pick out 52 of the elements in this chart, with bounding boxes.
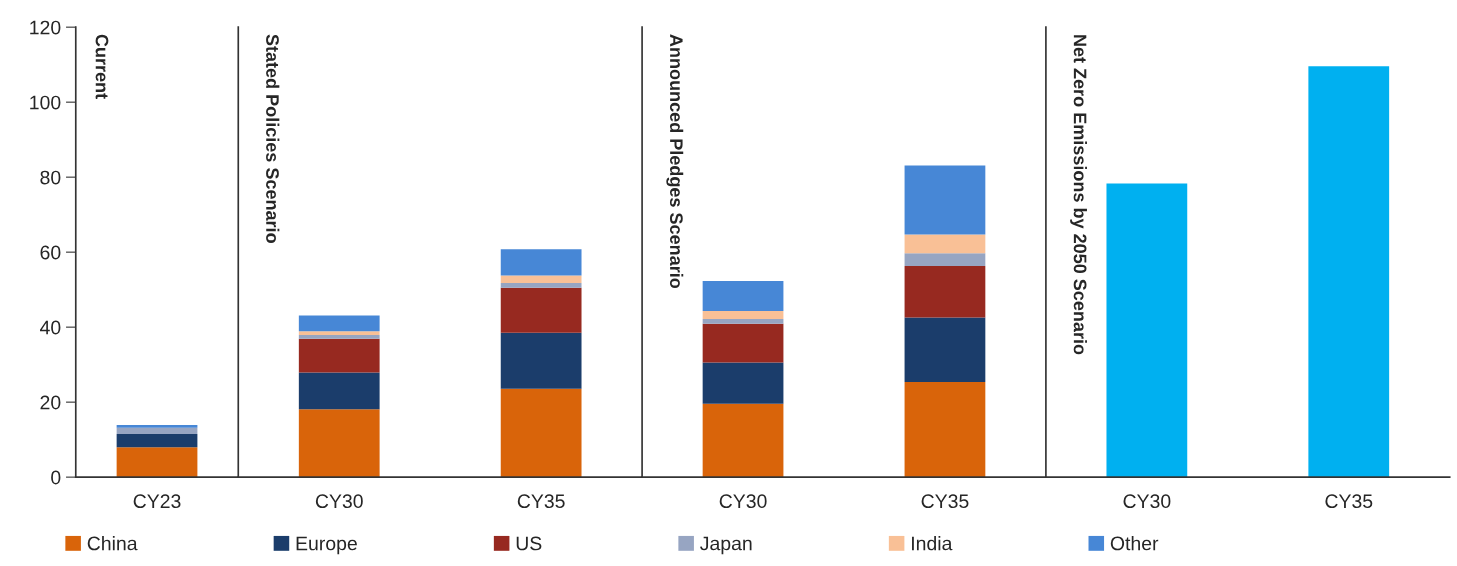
bar [702, 281, 784, 312]
x-tick-label: CY30 [719, 494, 767, 509]
bar [116, 434, 198, 448]
x-tick-label: CY35 [517, 494, 565, 509]
legend-label: Europe [296, 536, 357, 555]
bar [298, 372, 380, 410]
bar [116, 447, 198, 478]
bar [500, 282, 582, 288]
text: Current [95, 34, 109, 99]
y-tick-label: 120 [30, 20, 61, 35]
bar [904, 253, 986, 267]
x-tick-label: CY35 [1325, 494, 1373, 509]
y-tick-label: 40 [40, 320, 61, 335]
legend-label: Other [1110, 536, 1159, 551]
bar [702, 362, 784, 404]
bar [500, 388, 582, 478]
bar [904, 317, 986, 382]
bar [500, 332, 582, 389]
bar [116, 425, 198, 428]
y-tick-label: 0 [51, 470, 61, 485]
legend-label: India [912, 536, 953, 551]
text: Stated Policies Scenario [266, 34, 280, 243]
legend-label: Japan [700, 536, 752, 555]
x-tick-label: CY35 [921, 494, 969, 509]
bar [500, 249, 582, 276]
text: Net Zero Emissions by 2050 Scenario [1070, 35, 1087, 355]
text: Announced Pledges Scenario [666, 34, 684, 289]
bar [500, 275, 582, 283]
y-tick-label: 60 [40, 245, 61, 260]
bar [702, 318, 784, 324]
legend-label: China [87, 536, 138, 551]
x-tick-label: CY30 [1123, 494, 1171, 509]
bar [702, 403, 784, 478]
bar [298, 331, 380, 336]
bar [904, 266, 986, 318]
bar [904, 381, 986, 478]
bar [500, 287, 582, 333]
x-tick-label: CY30 [315, 494, 363, 509]
bar [298, 315, 380, 332]
bar [116, 427, 198, 435]
bar [298, 409, 380, 478]
bar [904, 234, 986, 254]
bar [298, 335, 380, 339]
y-tick-label: 20 [40, 395, 61, 410]
legend-label: US [516, 536, 542, 551]
bar [904, 165, 986, 235]
bar [702, 311, 784, 319]
x-tick-label: CY23 [133, 494, 181, 509]
y-tick-label: 100 [30, 95, 61, 110]
bar [298, 338, 380, 373]
y-tick-label: 80 [40, 170, 61, 185]
bar [702, 323, 784, 363]
